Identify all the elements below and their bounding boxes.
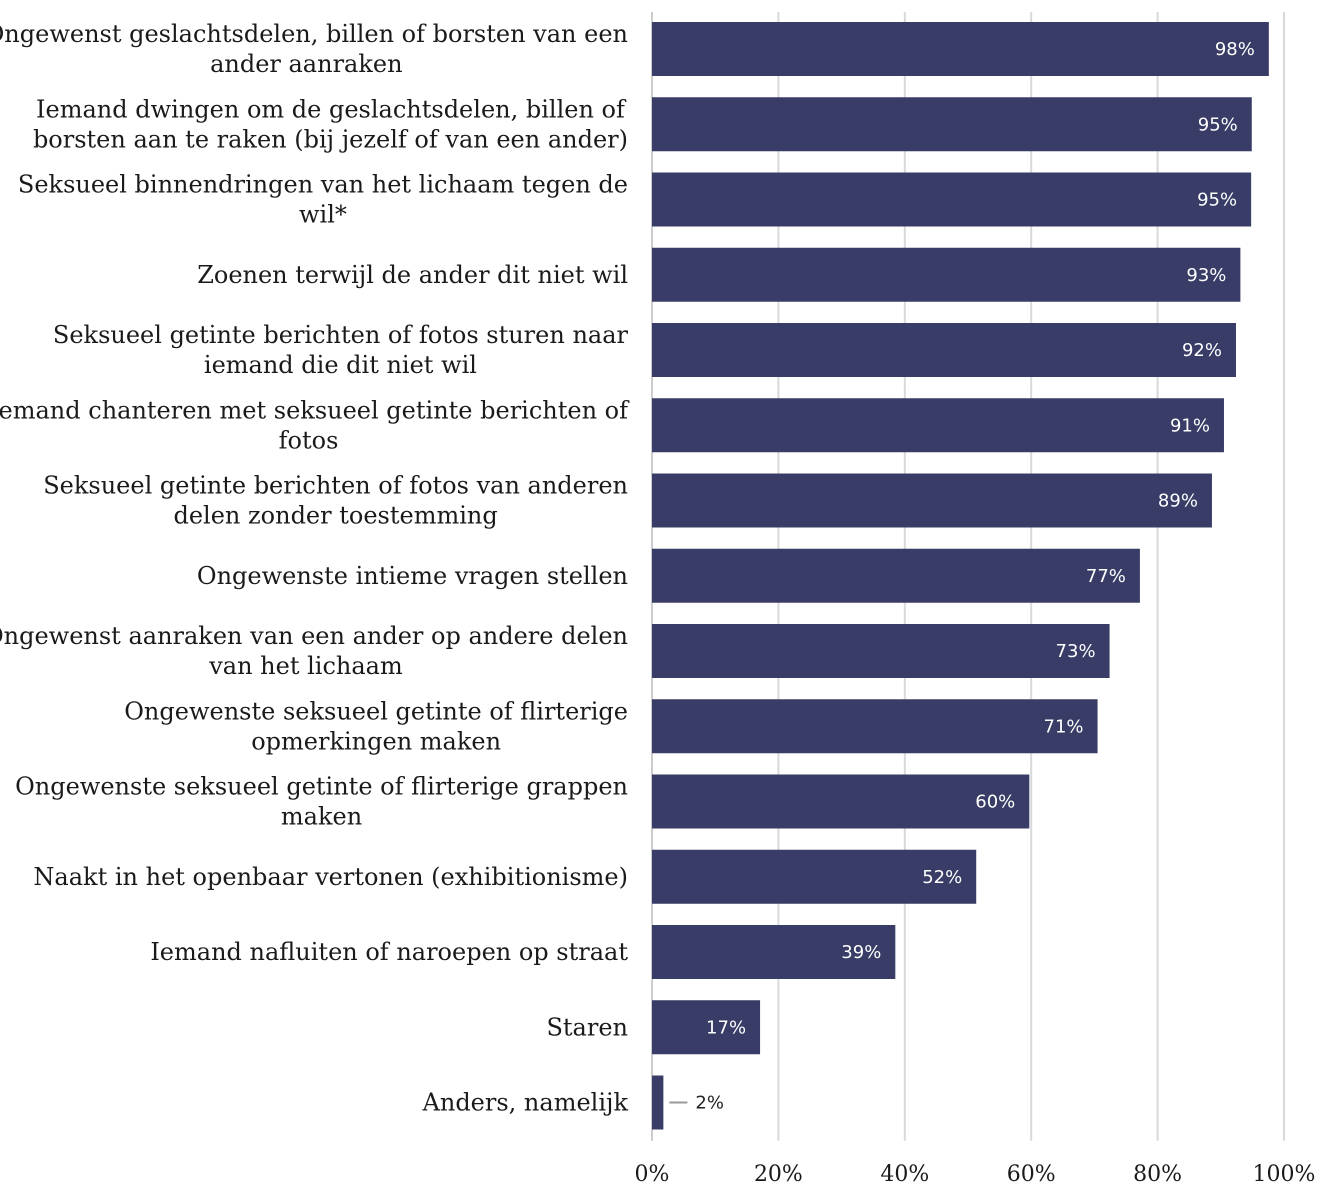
category-label: Seksueel binnendringen van het lichaam t… — [18, 171, 628, 199]
category-label: Iemand dwingen om de geslachtsdelen, bil… — [36, 95, 627, 123]
x-tick-label: 100% — [1253, 1162, 1316, 1185]
category-label: Ongewenst aanraken van een ander op ande… — [0, 622, 628, 650]
data-label: 73% — [1056, 641, 1096, 662]
category-label: ander aanraken — [210, 50, 403, 78]
data-label: 95% — [1197, 190, 1237, 211]
bar — [652, 247, 1241, 302]
category-label: maken — [281, 803, 362, 831]
data-label: 95% — [1198, 114, 1238, 135]
category-label: iemand die dit niet wil — [204, 351, 477, 379]
x-tick-label: 20% — [754, 1162, 803, 1185]
category-labels: Ongewenst geslachtsdelen, billen of bors… — [0, 20, 630, 1117]
category-label: van het lichaam — [208, 652, 403, 680]
category-label: Ongewenste seksueel getinte of flirterig… — [124, 697, 628, 725]
bar — [652, 1075, 664, 1130]
data-label: 92% — [1182, 340, 1222, 361]
data-label: 91% — [1170, 415, 1210, 436]
bar — [652, 473, 1212, 528]
category-label: Anders, namelijk — [422, 1089, 629, 1117]
category-label: Iemand chanteren met seksueel getinte be… — [0, 396, 630, 424]
category-label: wil* — [299, 201, 347, 229]
category-label: borsten aan te raken (bij jezelf of van … — [33, 125, 628, 153]
category-label: Ongewenst geslachtsdelen, billen of bors… — [0, 20, 628, 48]
x-tick-label: 80% — [1133, 1162, 1182, 1185]
data-label: 93% — [1186, 265, 1226, 286]
data-label: 2% — [695, 1093, 724, 1114]
bar — [652, 624, 1110, 678]
data-label: 71% — [1044, 716, 1084, 737]
bar — [652, 22, 1269, 76]
bar — [652, 925, 896, 979]
bar — [652, 172, 1252, 227]
data-label: 39% — [841, 942, 881, 963]
category-label: Seksueel getinte berichten of fotos van … — [43, 472, 628, 500]
bar — [652, 699, 1098, 754]
bar — [652, 97, 1252, 152]
category-label: Staren — [546, 1013, 628, 1041]
x-tick-label: 0% — [635, 1162, 670, 1185]
x-axis-tick-labels: 0% 20% 40% 60% 80% 100% — [635, 1162, 1316, 1185]
data-label: 17% — [706, 1017, 746, 1038]
bar — [652, 849, 977, 904]
category-label: Zoenen terwijl de ander dit niet wil — [197, 261, 628, 289]
bars: 98% 95% 95% 93% 92% 91% 89% 77% 73% 71% 60% 52% 39% 1… — [652, 22, 1269, 1130]
category-label: opmerkingen maken — [251, 727, 501, 755]
data-label: 98% — [1215, 39, 1255, 60]
x-tick-label: 40% — [880, 1162, 929, 1185]
category-label: Seksueel getinte berichten of fotos stur… — [53, 321, 629, 349]
bar — [652, 1000, 761, 1055]
x-tick-label: 60% — [1007, 1162, 1056, 1185]
data-label: 52% — [922, 867, 962, 888]
data-label: 89% — [1158, 491, 1198, 512]
category-label: Ongewenste seksueel getinte of flirterig… — [15, 773, 628, 801]
bar — [652, 323, 1236, 377]
data-label: 77% — [1086, 566, 1126, 587]
category-label: delen zonder toestemming — [173, 502, 497, 530]
bar — [652, 548, 1140, 603]
bar — [652, 774, 1030, 829]
category-label: fotos — [279, 426, 339, 454]
bar — [652, 398, 1224, 453]
category-label: Ongewenste intieme vragen stellen — [197, 562, 628, 590]
category-label: Naakt in het openbaar vertonen (exhibiti… — [33, 863, 628, 891]
category-label: Iemand nafluiten of naroepen op straat — [150, 938, 628, 966]
data-label: 60% — [975, 792, 1015, 813]
